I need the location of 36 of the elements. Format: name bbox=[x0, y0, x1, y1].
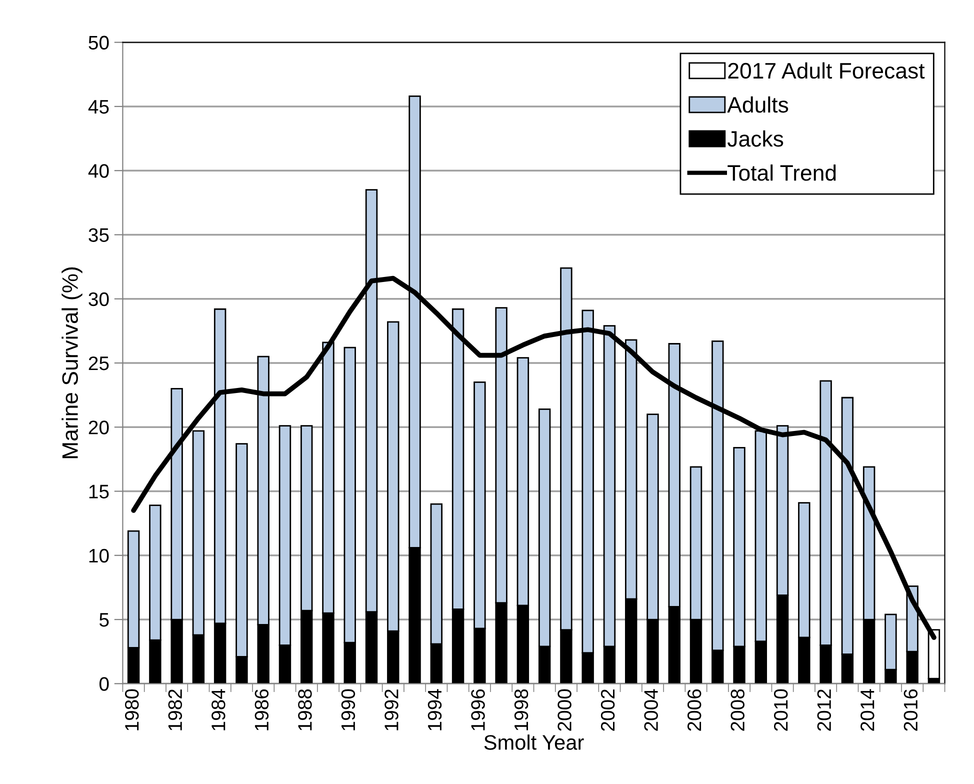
y-tick-label: 0 bbox=[99, 677, 109, 691]
y-tick-label: 15 bbox=[89, 484, 109, 498]
x-axis-title: Smolt Year bbox=[484, 734, 584, 750]
x-tick-label: 2010 bbox=[774, 689, 788, 731]
x-tick-label: 2000 bbox=[558, 689, 572, 731]
y-tick-label: 30 bbox=[88, 292, 109, 306]
x-tick-label: 2002 bbox=[600, 689, 615, 731]
y-tick-label: 40 bbox=[88, 164, 109, 178]
x-tick-label: 1980 bbox=[124, 689, 139, 730]
x-tick-label: 1990 bbox=[341, 689, 356, 730]
x-tick-label: 2016 bbox=[904, 689, 918, 731]
x-tick-label: 1996 bbox=[471, 689, 485, 730]
legend-label: Adults bbox=[727, 96, 788, 113]
x-tick-label: 1988 bbox=[298, 689, 312, 730]
x-tick-label: 2012 bbox=[817, 689, 832, 731]
y-axis-title: Marine Survival (%) bbox=[62, 267, 82, 458]
legend-label: 2017 Adult Forecast bbox=[728, 62, 925, 79]
legend-label: Jacks bbox=[727, 130, 784, 147]
x-tick-label: 1984 bbox=[212, 689, 226, 730]
x-tick-label: 1986 bbox=[254, 689, 269, 730]
x-tick-label: 2006 bbox=[687, 689, 702, 731]
y-tick-label: 50 bbox=[88, 36, 109, 50]
x-tick-label: 1992 bbox=[384, 689, 398, 730]
x-tick-label: 1998 bbox=[514, 689, 528, 730]
legend-label: Total Trend bbox=[728, 164, 836, 181]
y-tick-label: 5 bbox=[99, 613, 109, 627]
y-tick-label: 10 bbox=[89, 548, 109, 563]
y-tick-label: 45 bbox=[88, 100, 109, 114]
x-tick-label: 1994 bbox=[428, 689, 442, 730]
x-tick-label: 2008 bbox=[730, 689, 744, 731]
y-tick-label: 35 bbox=[88, 228, 109, 242]
y-tick-label: 25 bbox=[88, 356, 109, 370]
x-tick-label: 1982 bbox=[168, 689, 182, 730]
y-tick-label: 20 bbox=[88, 420, 109, 434]
x-tick-label: 2014 bbox=[860, 689, 874, 731]
x-tick-label: 2004 bbox=[644, 689, 658, 731]
